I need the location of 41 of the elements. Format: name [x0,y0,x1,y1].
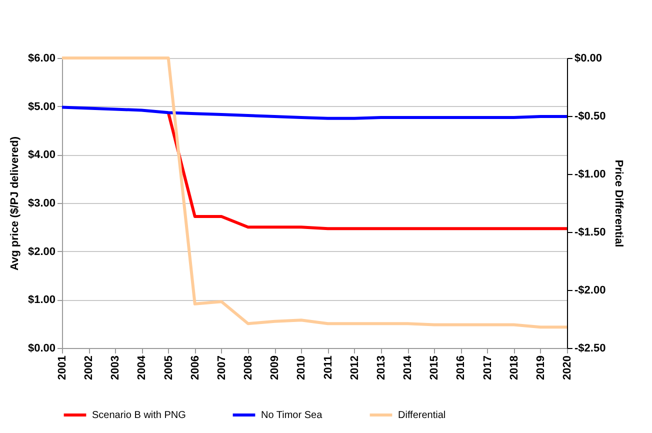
line-series [60,56,568,329]
y2-tick-label: $0.00 [574,52,602,64]
x-tick-label: 2008 [242,356,255,380]
legend-label: Scenario B with PNG [92,410,186,421]
y2-tick-label: -$0.50 [574,110,606,122]
y-axis-title: Avg price ($/PJ delivered) [8,136,21,271]
x-tick-label: 2010 [296,356,308,380]
x-tick-label: 2013 [375,356,388,380]
y-tick-label: $6.00 [28,52,56,64]
x-tick-label: 2012 [348,356,361,380]
x-tick-label: 2018 [508,356,520,380]
y-tick-label: $0.00 [28,342,56,354]
legend-label: No Timor Sea [261,410,323,421]
y2-tick-label: -$2.00 [574,284,606,296]
x-tick-label: 2003 [110,356,122,380]
x-tick-label: 2005 [162,356,175,380]
y2-axis-title: Price Differential [612,160,625,248]
x-tick-label: 2004 [136,354,148,380]
x-tick-label: 2017 [482,356,494,380]
x-tick-label: 2019 [534,356,547,380]
y2-tick-label: -$2.50 [574,342,606,354]
y-tick-label: $3.00 [28,198,56,210]
line-series [60,106,568,120]
y-tick-label: $2.00 [28,246,56,258]
y-tick-label: $4.00 [28,149,56,162]
x-tick-label: 2007 [216,356,228,380]
legend-label: Differential [398,410,446,421]
y2-tick-label: -$1.50 [574,226,606,238]
x-tick-label: 2006 [189,356,202,380]
x-tick-label: 2009 [269,356,282,380]
x-tick-label: 2015 [428,356,441,380]
x-tick-label: 2011 [322,356,334,380]
x-tick-label: 2014 [402,354,414,380]
x-tick-label: 2016 [455,356,468,380]
x-tick-label: 2001 [56,356,68,380]
line-series [166,111,568,230]
y2-tick-label: -$1.00 [574,168,606,180]
x-tick-label: 2002 [83,356,96,380]
x-tick-label: 2020 [562,356,574,380]
y-tick-label: $5.00 [28,100,56,113]
y-tick-label: $1.00 [28,294,56,306]
